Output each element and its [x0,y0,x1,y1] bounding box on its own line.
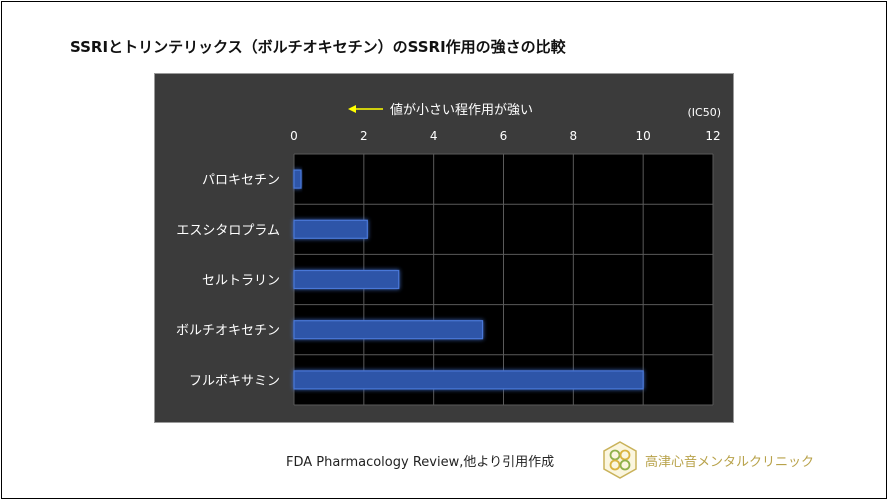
clinic-name: 高津心音メンタルクリニック [645,455,815,470]
x-tick-label: 12 [705,129,720,143]
bar [293,169,302,189]
chart-panel: 0 2 4 6 8 10 12 (IC50) 値が小さい程作用が強いパロキセチンエスシタロプラム… [154,73,734,423]
bar [293,219,368,239]
bar [293,269,400,290]
x-tick-label: 8 [570,129,578,143]
slide-title: SSRIとトリンテリックス（ボルチオキセチン）のSSRI作用の強さの比較 [70,38,566,56]
annotation-text: 値が小さい程作用が強い [390,102,533,118]
category-label: フルボキサミン [189,374,280,389]
x-tick-label: 0 [290,129,298,143]
category-label: セルトラリン [202,274,280,289]
x-tick-label: 6 [500,129,508,143]
bar [293,320,484,340]
bar-chart: 0 2 4 6 8 10 12 (IC50) 値が小さい程作用が強いパロキセチンエスシタロプラム… [176,102,721,406]
x-tick-label: 2 [360,129,368,143]
clinic-logo-icon [600,440,640,480]
x-tick-label: 4 [430,129,438,143]
category-label: ボルチオキセチン [176,324,280,339]
annotation-arrowhead [348,105,356,113]
x-tick-label: 10 [636,129,651,143]
bar [293,370,644,390]
source-citation: FDA Pharmacology Review,他より引用作成 [286,455,555,470]
unit-label: (IC50) [687,106,721,119]
category-label: パロキセチン [202,173,280,188]
category-label: エスシタロプラム [176,223,280,238]
